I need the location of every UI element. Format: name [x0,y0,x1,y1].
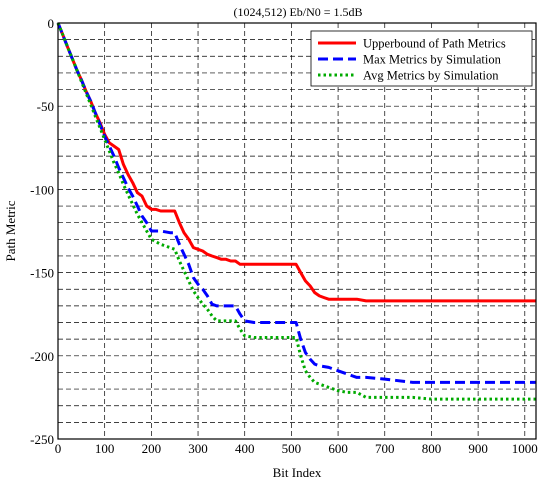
y-tick-label: 0 [48,16,55,31]
series-lines [56,22,536,401]
x-tick-label: 1000 [512,441,538,456]
y-tick-label: -50 [37,99,54,114]
x-tick-label: 700 [375,441,395,456]
y-axis-label: Path Metric [3,200,18,261]
x-tick-label: 200 [142,441,162,456]
axis-ticks: 0 100 200 300 400 500 600 700 800 900 1000 0 -50 -100… [30,16,538,456]
plot-area [58,23,536,439]
chart-title: (1024,512) Eb/N0 = 1.5dB [233,5,362,19]
y-tick-label: -100 [30,182,54,197]
legend-label-3: Avg Metrics by Simulation [363,69,499,83]
series-line-3 [56,22,536,401]
x-tick-label: 600 [328,441,348,456]
x-axis-label: Bit Index [273,465,322,480]
legend: Upperbound of Path Metrics Max Metrics by… [310,30,533,87]
y-tick-label: -200 [30,349,54,364]
grid [58,23,536,439]
x-tick-label: 900 [468,441,488,456]
x-tick-label: 0 [55,441,62,456]
x-tick-label: 800 [422,441,442,456]
y-tick-label: -250 [30,432,54,447]
legend-box [310,30,533,87]
series-line-2 [56,22,536,384]
x-tick-label: 100 [95,441,115,456]
x-tick-label: 500 [282,441,302,456]
x-tick-label: 300 [188,441,208,456]
plot-frame [57,22,537,440]
y-tick-label: -150 [30,266,54,281]
legend-label-1: Upperbound of Path Metrics [363,37,506,51]
x-tick-label: 400 [235,441,255,456]
legend-label-2: Max Metrics by Simulation [363,53,502,67]
